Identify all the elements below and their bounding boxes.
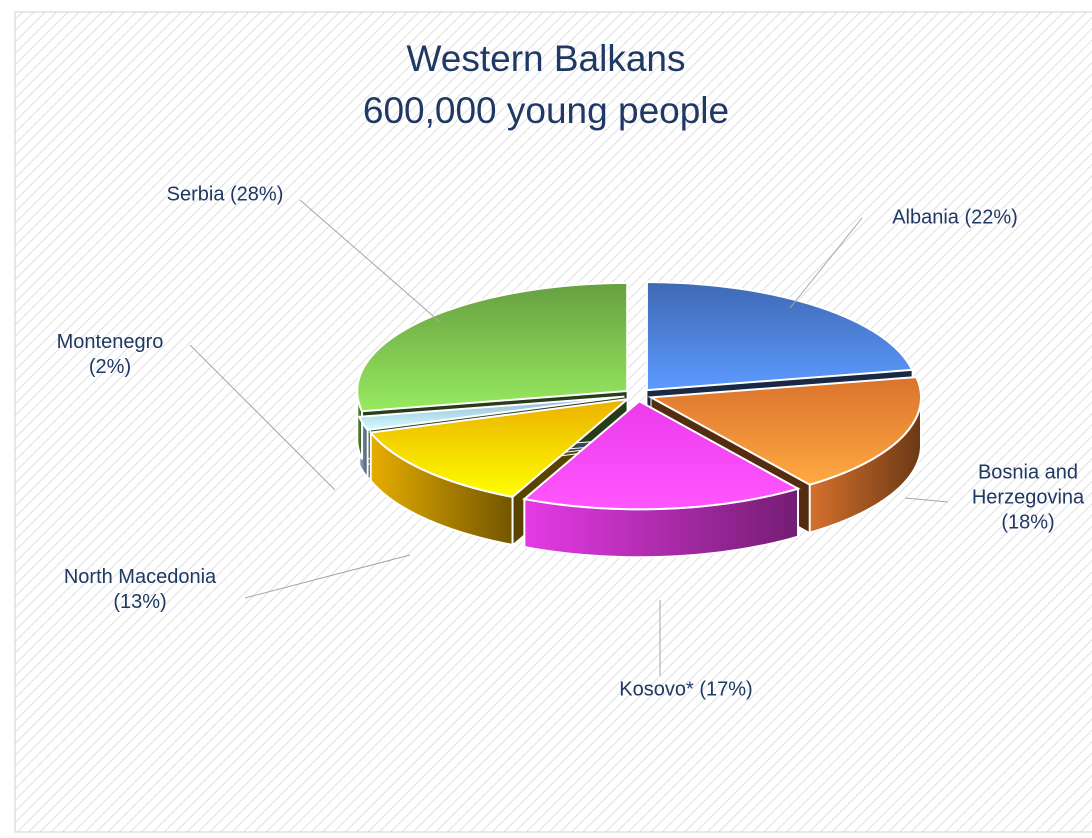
slice-label: Bosnia and Herzegovina (18%) (971, 461, 1085, 534)
pie-slice (357, 395, 625, 432)
slice-label: Serbia (28%) (166, 183, 284, 206)
leader-line (299, 199, 441, 323)
pie-slice (522, 400, 801, 511)
slice-label: North Macedonia (13%) (63, 566, 217, 613)
chart-subtitle: 600,000 young people (362, 90, 730, 131)
pie-slice (647, 376, 923, 486)
leader-line (189, 344, 336, 491)
leader-line (904, 497, 949, 503)
slice-label: Albania (22%) (892, 206, 1018, 229)
pie-slice (368, 397, 631, 498)
pie-slice (645, 281, 914, 392)
leader-line (789, 217, 863, 309)
slice-label: Montenegro (2%) (56, 331, 164, 378)
pie-slice (356, 281, 629, 413)
chart-title: Western Balkans (406, 38, 686, 79)
leader-line (244, 554, 411, 599)
slice-label: Kosovo* (17%) (619, 678, 753, 701)
